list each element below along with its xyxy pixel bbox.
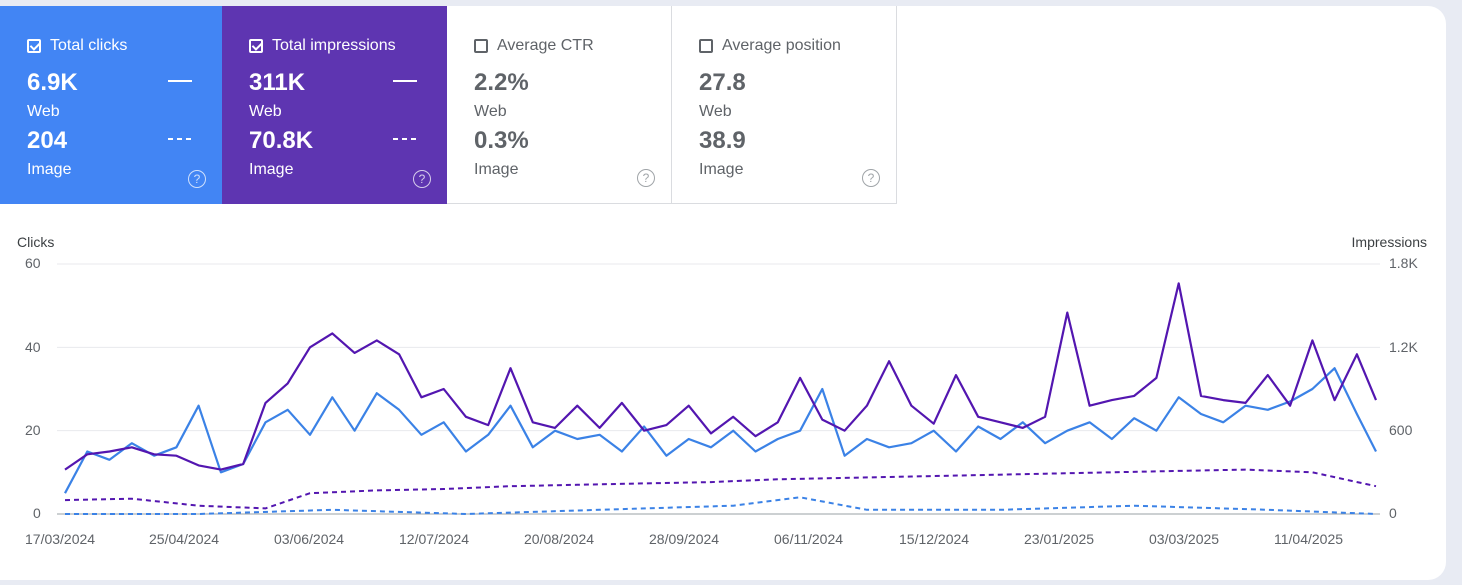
x-tick-label: 23/01/2025 (1024, 531, 1095, 547)
right-axis-title: Impressions (1351, 234, 1427, 250)
right-tick-label: 1.2K (1389, 339, 1418, 355)
help-icon[interactable]: ? (413, 170, 431, 188)
card-header: Total clicks (27, 37, 127, 55)
metric-cards: Total clicks 6.9K Web 204 Image ? Total … (0, 6, 897, 204)
web-value: 27.8 (699, 69, 746, 96)
clicks-solid-series-line (64, 367, 1377, 494)
image-label: Image (474, 161, 519, 178)
help-icon[interactable]: ? (637, 169, 655, 187)
average-position-card[interactable]: Average position 27.8 Web 38.9 Image ? (672, 6, 897, 204)
image-value: 70.8K (249, 127, 314, 154)
web-value: 6.9K (27, 69, 78, 96)
impressions-solid-series-line (64, 282, 1378, 471)
card-header: Average position (699, 37, 841, 55)
card-title: Average position (722, 37, 841, 54)
image-label: Image (249, 161, 294, 178)
right-tick-label: 1.8K (1389, 255, 1418, 271)
card-title: Average CTR (497, 37, 594, 54)
right-tick-label: 0 (1389, 505, 1397, 521)
checkbox-unchecked-icon[interactable] (474, 39, 488, 53)
solid-line-legend-icon (168, 80, 192, 82)
image-label: Image (27, 161, 72, 178)
impressions-dashed-series-line (64, 468, 1377, 510)
web-label: Web (474, 103, 507, 120)
web-value: 311K (249, 69, 306, 96)
checkbox-checked-icon[interactable] (249, 39, 263, 53)
average-ctr-card[interactable]: Average CTR 2.2% Web 0.3% Image ? (447, 6, 672, 204)
image-value: 0.3% (474, 127, 529, 154)
left-tick-label: 60 (25, 255, 41, 271)
image-value: 38.9 (699, 127, 746, 154)
web-label: Web (699, 103, 732, 120)
card-title: Total impressions (272, 37, 396, 54)
x-tick-label: 15/12/2024 (899, 531, 970, 547)
total-impressions-card[interactable]: Total impressions 311K Web 70.8K Image ? (222, 6, 447, 204)
right-tick-label: 600 (1389, 422, 1413, 438)
total-clicks-card[interactable]: Total clicks 6.9K Web 204 Image ? (0, 6, 222, 204)
image-value: 204 (27, 127, 68, 154)
help-icon[interactable]: ? (862, 169, 880, 187)
left-tick-label: 40 (25, 339, 41, 355)
clicks-dashed-series-line (65, 496, 1377, 515)
solid-line-legend-icon (393, 80, 417, 82)
x-tick-label: 17/03/2024 (25, 531, 96, 547)
web-value: 2.2% (474, 69, 529, 96)
x-tick-label: 28/09/2024 (649, 531, 720, 547)
image-label: Image (699, 161, 744, 178)
checkbox-unchecked-icon[interactable] (699, 39, 713, 53)
x-tick-label: 03/06/2024 (274, 531, 345, 547)
dashed-line-legend-icon (393, 138, 417, 140)
web-label: Web (249, 103, 282, 120)
dashed-line-legend-icon (168, 138, 192, 140)
x-tick-label: 06/11/2024 (774, 531, 844, 547)
help-icon[interactable]: ? (188, 170, 206, 188)
card-header: Average CTR (474, 37, 594, 55)
x-tick-label: 12/07/2024 (399, 531, 470, 547)
left-tick-label: 0 (33, 505, 41, 521)
x-tick-label: 25/04/2024 (149, 531, 220, 547)
checkbox-checked-icon[interactable] (27, 39, 41, 53)
card-header: Total impressions (249, 37, 396, 55)
left-tick-label: 20 (25, 422, 41, 438)
x-tick-label: 11/04/2025 (1274, 531, 1344, 547)
web-label: Web (27, 103, 60, 120)
card-title: Total clicks (50, 37, 128, 54)
x-tick-label: 03/03/2025 (1149, 531, 1220, 547)
left-axis-title: Clicks (17, 234, 55, 250)
x-tick-label: 20/08/2024 (524, 531, 595, 547)
